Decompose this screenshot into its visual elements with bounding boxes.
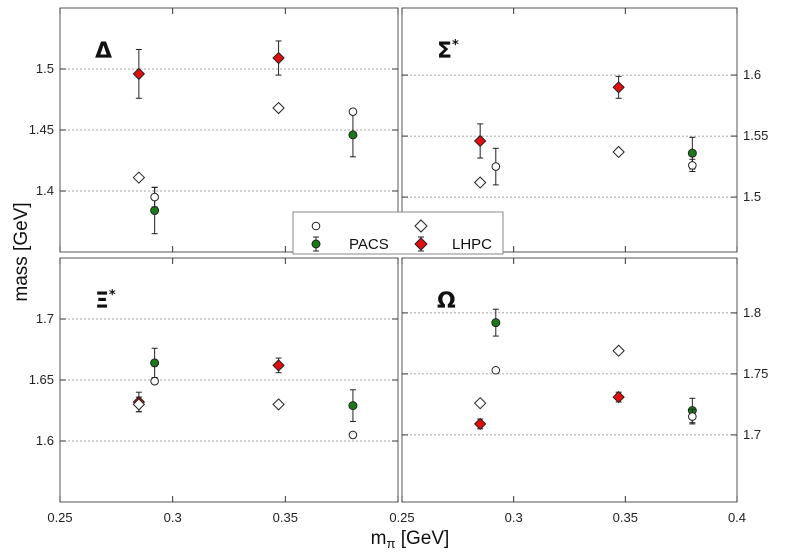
panel-delta: 1.4 1.45 1.5 Δ bbox=[29, 7, 399, 253]
marker bbox=[473, 417, 487, 431]
data-point-pacs-open-circle bbox=[348, 107, 358, 116]
marker bbox=[612, 390, 625, 404]
panel-label: Ω bbox=[437, 289, 456, 314]
panel-xi-star: 1.6 1.65 1.7 0.25 0.3 0.35 Ξ* bbox=[29, 257, 399, 525]
data-point-pacs-open-circle bbox=[150, 186, 159, 208]
marker bbox=[688, 161, 697, 170]
marker bbox=[491, 365, 501, 375]
marker bbox=[150, 358, 160, 368]
marker bbox=[473, 134, 487, 148]
legend-pacs-label: PACS bbox=[349, 236, 389, 253]
data-point-lhpc-open-diamond bbox=[272, 101, 285, 115]
x-tick-label: 0.35 bbox=[613, 510, 638, 525]
x-tick-label: 0.4 bbox=[728, 510, 746, 525]
legend-lhpc-label: LHPC bbox=[452, 236, 492, 253]
marker bbox=[272, 398, 285, 411]
marker bbox=[348, 107, 358, 116]
marker bbox=[272, 101, 285, 115]
y-tick-label: 1.8 bbox=[743, 305, 761, 320]
data-point-lhpc-open-diamond bbox=[612, 344, 625, 357]
marker bbox=[473, 396, 487, 410]
y-tick-label: 1.4 bbox=[36, 183, 54, 198]
panels: 1.4 1.45 1.5 Δ 1.5 1.55 1.6 Σ* 1.6 1.65 1.7 0.25 0.3… bbox=[29, 7, 768, 525]
data-point-pacs-filled-circle bbox=[348, 112, 358, 158]
data-point-lhpc-filled-diamond bbox=[473, 123, 487, 159]
data-point-lhpc-filled-diamond bbox=[272, 357, 285, 374]
legend-pacs-filled-marker bbox=[311, 239, 321, 249]
marker bbox=[132, 171, 146, 184]
x-axis-title: mπ [GeV] bbox=[371, 528, 450, 551]
marker bbox=[612, 81, 625, 94]
data-point-lhpc-filled-diamond bbox=[132, 48, 146, 99]
y-tick-label: 1.7 bbox=[36, 311, 54, 326]
marker bbox=[348, 401, 358, 411]
panel-label: Ξ* bbox=[95, 288, 116, 314]
y-tick-label: 1.6 bbox=[36, 433, 54, 448]
marker bbox=[272, 51, 285, 65]
marker bbox=[348, 130, 358, 140]
y-tick-label: 1.7 bbox=[743, 427, 761, 442]
data-point-pacs-open-circle bbox=[688, 158, 697, 172]
y-tick-label: 1.55 bbox=[743, 128, 768, 143]
marker bbox=[132, 67, 146, 81]
y-tick-label: 1.65 bbox=[29, 372, 54, 387]
legend: PACS LHPC bbox=[292, 211, 504, 255]
y-tick-label: 1.75 bbox=[743, 366, 768, 381]
x-axis-title-main: m bbox=[371, 528, 387, 549]
marker bbox=[473, 176, 487, 189]
marker bbox=[132, 398, 146, 411]
data-point-lhpc-filled-diamond bbox=[612, 390, 625, 404]
x-tick-label: 0.35 bbox=[273, 510, 298, 525]
panel-label: Δ bbox=[95, 39, 112, 64]
y-tick-label: 1.5 bbox=[36, 61, 54, 76]
marker bbox=[687, 148, 697, 158]
y-tick-label: 1.6 bbox=[743, 67, 761, 82]
marker bbox=[272, 359, 285, 372]
marker bbox=[612, 145, 625, 159]
marker bbox=[348, 430, 358, 440]
data-point-lhpc-open-diamond bbox=[272, 398, 285, 411]
y-tick-label: 1.5 bbox=[743, 189, 761, 204]
x-tick-label: 0.3 bbox=[164, 510, 182, 525]
data-point-pacs-open-circle bbox=[491, 365, 501, 375]
marker bbox=[150, 192, 159, 202]
data-point-pacs-filled-circle bbox=[348, 389, 358, 422]
y-tick-label: 1.45 bbox=[29, 122, 54, 137]
data-point-pacs-open-circle bbox=[688, 408, 697, 425]
legend-pacs-open-marker bbox=[311, 221, 321, 231]
panel-sigma-star: 1.5 1.55 1.6 Σ* bbox=[401, 7, 768, 253]
data-point-lhpc-open-diamond bbox=[473, 176, 487, 189]
data-point-lhpc-filled-diamond bbox=[272, 40, 285, 76]
marker bbox=[491, 162, 501, 171]
panel-label: Σ* bbox=[437, 38, 459, 64]
panel-frame bbox=[401, 257, 738, 503]
panel-omega: 1.7 1.75 1.8 0.25 0.3 0.35 0.4 Ω bbox=[389, 257, 768, 525]
data-point-lhpc-open-diamond bbox=[132, 171, 146, 184]
x-tick-label: 0.25 bbox=[47, 510, 72, 525]
marker bbox=[150, 206, 160, 216]
x-axis-title-unit: [GeV] bbox=[395, 528, 449, 549]
data-point-pacs-open-circle bbox=[348, 430, 358, 440]
data-point-lhpc-open-diamond bbox=[132, 396, 146, 413]
x-axis-title-sub: π bbox=[386, 536, 395, 551]
marker bbox=[491, 318, 501, 328]
x-tick-label: 0.25 bbox=[389, 510, 414, 525]
marker bbox=[688, 412, 697, 421]
marker bbox=[612, 344, 625, 357]
panel-frame bbox=[401, 7, 738, 253]
y-axis-title: mass [GeV] bbox=[11, 202, 32, 301]
marker bbox=[150, 376, 159, 386]
x-tick-label: 0.3 bbox=[505, 510, 523, 525]
data-point-pacs-open-circle bbox=[491, 147, 501, 186]
data-point-lhpc-filled-diamond bbox=[473, 417, 487, 431]
legend-box bbox=[292, 211, 504, 255]
legend-lhpc-filled-marker bbox=[414, 237, 428, 251]
data-point-lhpc-open-diamond bbox=[612, 145, 625, 159]
legend-lhpc-open-marker bbox=[414, 219, 428, 233]
data-point-lhpc-open-diamond bbox=[473, 396, 487, 410]
data-point-pacs-filled-circle bbox=[491, 308, 501, 337]
data-point-pacs-open-circle bbox=[150, 376, 159, 386]
data-point-lhpc-filled-diamond bbox=[612, 75, 625, 99]
